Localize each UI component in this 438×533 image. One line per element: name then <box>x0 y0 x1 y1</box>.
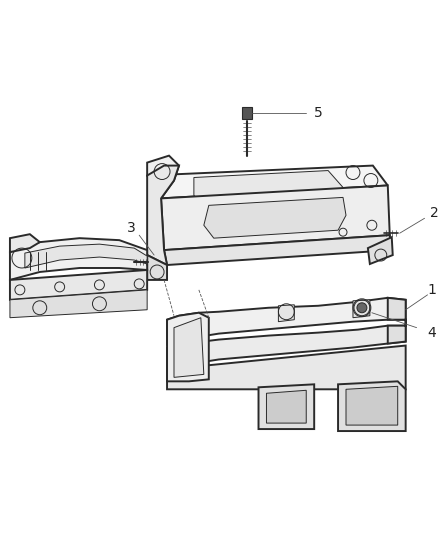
Polygon shape <box>338 381 406 431</box>
Polygon shape <box>167 326 406 369</box>
Polygon shape <box>10 290 147 318</box>
Polygon shape <box>164 235 392 265</box>
Polygon shape <box>194 171 343 205</box>
Polygon shape <box>346 386 398 425</box>
Polygon shape <box>279 305 294 322</box>
Polygon shape <box>10 270 147 300</box>
Polygon shape <box>147 166 179 265</box>
Polygon shape <box>266 390 306 423</box>
Polygon shape <box>147 156 179 198</box>
FancyBboxPatch shape <box>242 107 251 119</box>
Polygon shape <box>204 197 346 238</box>
Polygon shape <box>10 234 40 252</box>
Polygon shape <box>167 313 209 381</box>
Text: 4: 4 <box>427 326 436 340</box>
Polygon shape <box>10 238 147 280</box>
Polygon shape <box>147 255 167 280</box>
Text: 2: 2 <box>430 206 438 220</box>
Text: 5: 5 <box>314 106 322 120</box>
Text: 3: 3 <box>127 221 136 235</box>
FancyBboxPatch shape <box>376 229 384 237</box>
Polygon shape <box>368 237 393 264</box>
Polygon shape <box>258 384 314 429</box>
FancyBboxPatch shape <box>148 258 158 266</box>
Polygon shape <box>167 345 406 389</box>
Polygon shape <box>161 185 390 250</box>
Polygon shape <box>25 244 147 268</box>
Text: 1: 1 <box>427 283 436 297</box>
Polygon shape <box>353 300 370 318</box>
Polygon shape <box>147 166 388 198</box>
Polygon shape <box>167 298 406 344</box>
Polygon shape <box>174 318 204 377</box>
Polygon shape <box>388 298 406 344</box>
Circle shape <box>357 303 367 313</box>
